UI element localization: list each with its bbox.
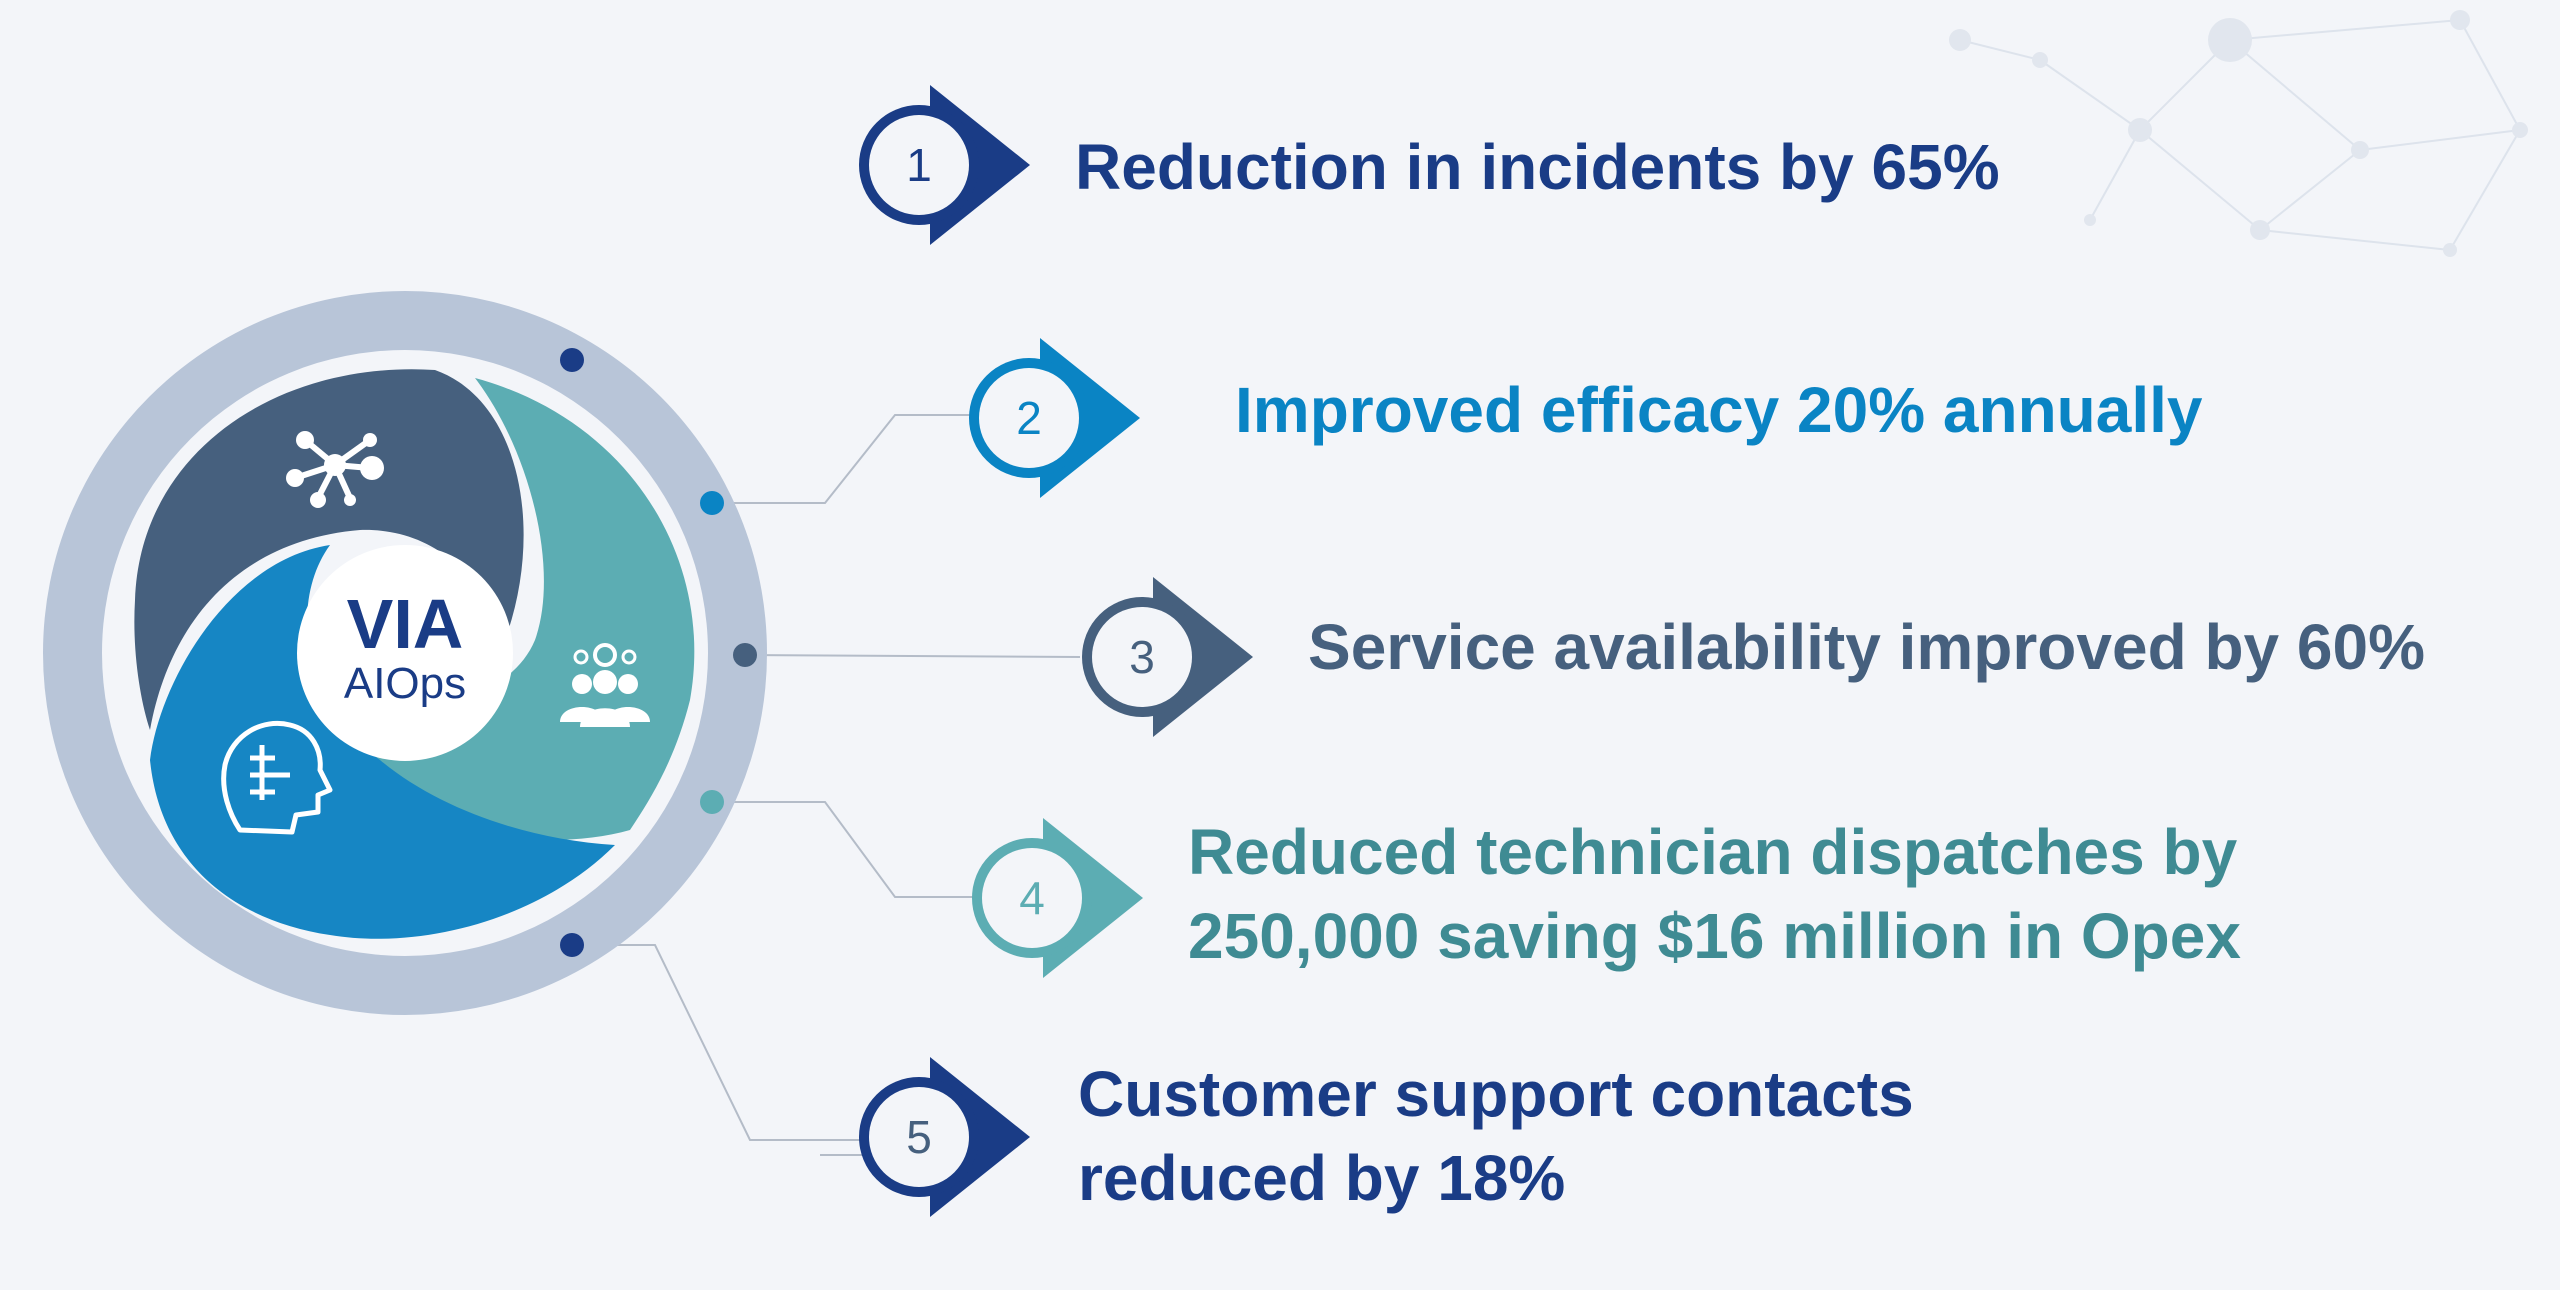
arrow-circle-icon xyxy=(1082,577,1253,737)
badge-number-1: 1 xyxy=(906,139,932,191)
hub-subtitle: AIOps xyxy=(343,659,467,708)
ring-dot-2 xyxy=(700,491,724,515)
badge-number-4: 4 xyxy=(1019,872,1045,924)
swirl-segment-slate xyxy=(134,369,524,730)
arrow-circle-icon xyxy=(972,818,1143,978)
number-badge-3: 3 xyxy=(1078,577,1258,737)
arrow-circle-icon xyxy=(859,85,1030,245)
benefit-text-1: Reduction in incidents by 65% xyxy=(1075,125,2000,209)
arrow-circle-icon xyxy=(859,1057,1030,1217)
number-badge-1: 1 xyxy=(855,85,1035,245)
hub-label: VIA AIOps xyxy=(300,588,510,708)
benefit-text-3: Service availability improved by 60% xyxy=(1308,605,2425,689)
badge-number-5: 5 xyxy=(906,1111,932,1163)
benefit-2-line-1: Improved efficacy 20% annually xyxy=(1235,374,2203,446)
aiops-cycle-diagram xyxy=(43,291,767,1015)
hub-center-disc xyxy=(297,545,513,761)
ring-dot-4 xyxy=(700,790,724,814)
benefit-text-5: Customer support contacts reduced by 18% xyxy=(1078,1052,1914,1220)
benefit-5-line-2: reduced by 18% xyxy=(1078,1142,1566,1214)
badge-number-3: 3 xyxy=(1129,631,1155,683)
benefit-text-2: Improved efficacy 20% annually xyxy=(1235,368,2203,452)
ring-dot-5 xyxy=(560,933,584,957)
number-badge-5: 5 xyxy=(855,1057,1035,1217)
benefit-text-4: Reduced technician dispatches by 250,000… xyxy=(1188,810,2241,978)
ring-dot-1 xyxy=(560,348,584,372)
network-background-pattern xyxy=(1949,10,2528,257)
team-settings-icon xyxy=(560,643,650,727)
badge-number-2: 2 xyxy=(1016,392,1042,444)
arrow-circle-icon xyxy=(969,338,1140,498)
number-badge-2: 2 xyxy=(965,338,1145,498)
benefit-4-line-2: 250,000 saving $16 million in Opex xyxy=(1188,900,2241,972)
number-badge-4: 4 xyxy=(968,818,1148,978)
benefit-1-line-1: Reduction in incidents by 65% xyxy=(1075,131,2000,203)
hub-title: VIA xyxy=(346,585,464,663)
swirl-segment-blue xyxy=(150,545,615,939)
benefit-5-line-1: Customer support contacts xyxy=(1078,1058,1914,1130)
benefit-3-line-1: Service availability improved by 60% xyxy=(1308,611,2425,683)
ring-dot-3 xyxy=(733,643,757,667)
benefit-4-line-1: Reduced technician dispatches by xyxy=(1188,816,2238,888)
ai-brain-head-icon xyxy=(221,721,333,835)
network-hub-icon xyxy=(286,431,384,508)
